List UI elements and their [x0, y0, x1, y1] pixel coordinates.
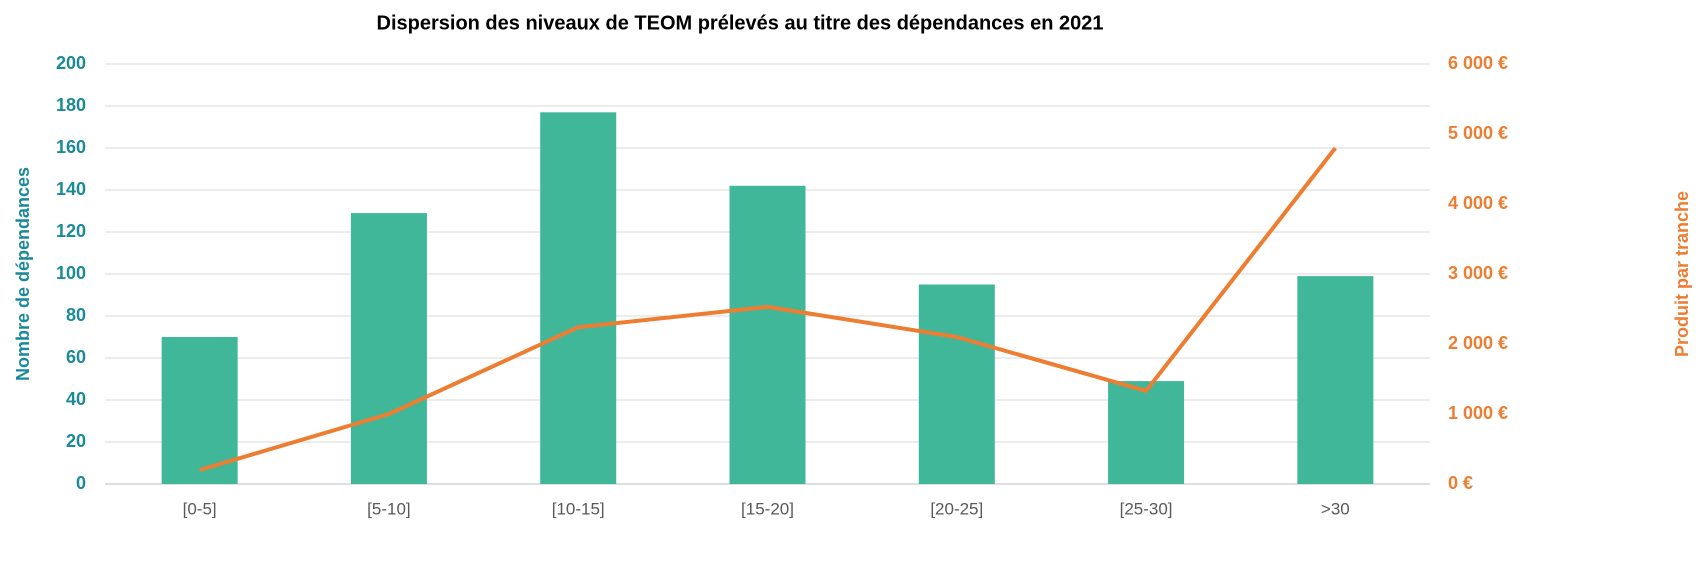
y2-tick-label: 0 €	[1448, 473, 1473, 493]
x-tick-label: [15-20]	[741, 499, 794, 518]
bar	[161, 337, 238, 484]
y2-axis-title: Produit par tranche	[1672, 191, 1692, 357]
y-tick-label: 20	[66, 431, 86, 451]
y2-tick-label: 6 000 €	[1448, 53, 1508, 73]
x-tick-label: [25-30]	[1120, 499, 1173, 518]
bar	[1297, 276, 1374, 484]
y2-tick-label: 2 000 €	[1448, 333, 1508, 353]
y2-tick-label: 3 000 €	[1448, 263, 1508, 283]
bar	[729, 185, 806, 485]
x-tick-label: [20-25]	[930, 499, 983, 518]
y-tick-label: 120	[56, 221, 86, 241]
y-axis-title: Nombre de dépendances	[13, 167, 33, 381]
x-tick-label: [5-10]	[367, 499, 410, 518]
y-tick-label: 180	[56, 95, 86, 115]
y-tick-label: 100	[56, 263, 86, 283]
bar	[918, 284, 995, 484]
y-tick-label: 60	[66, 347, 86, 367]
bar	[1108, 381, 1185, 484]
x-tick-label: [0-5]	[183, 499, 217, 518]
y-tick-label: 80	[66, 305, 86, 325]
chart-title: Dispersion des niveaux de TEOM prélevés …	[377, 12, 1104, 34]
y2-tick-label: 1 000 €	[1448, 403, 1508, 423]
y2-tick-label: 5 000 €	[1448, 123, 1508, 143]
y2-tick-label: 4 000 €	[1448, 193, 1508, 213]
y-tick-label: 160	[56, 137, 86, 157]
y-tick-label: 40	[66, 389, 86, 409]
bar	[350, 213, 427, 484]
line	[199, 146, 1337, 472]
y-tick-label: 200	[56, 53, 86, 73]
x-tick-label: [10-15]	[552, 499, 605, 518]
bar	[540, 112, 617, 485]
x-tick-label: >30	[1321, 499, 1350, 518]
y-tick-label: 140	[56, 179, 86, 199]
y-tick-label: 0	[76, 473, 86, 493]
